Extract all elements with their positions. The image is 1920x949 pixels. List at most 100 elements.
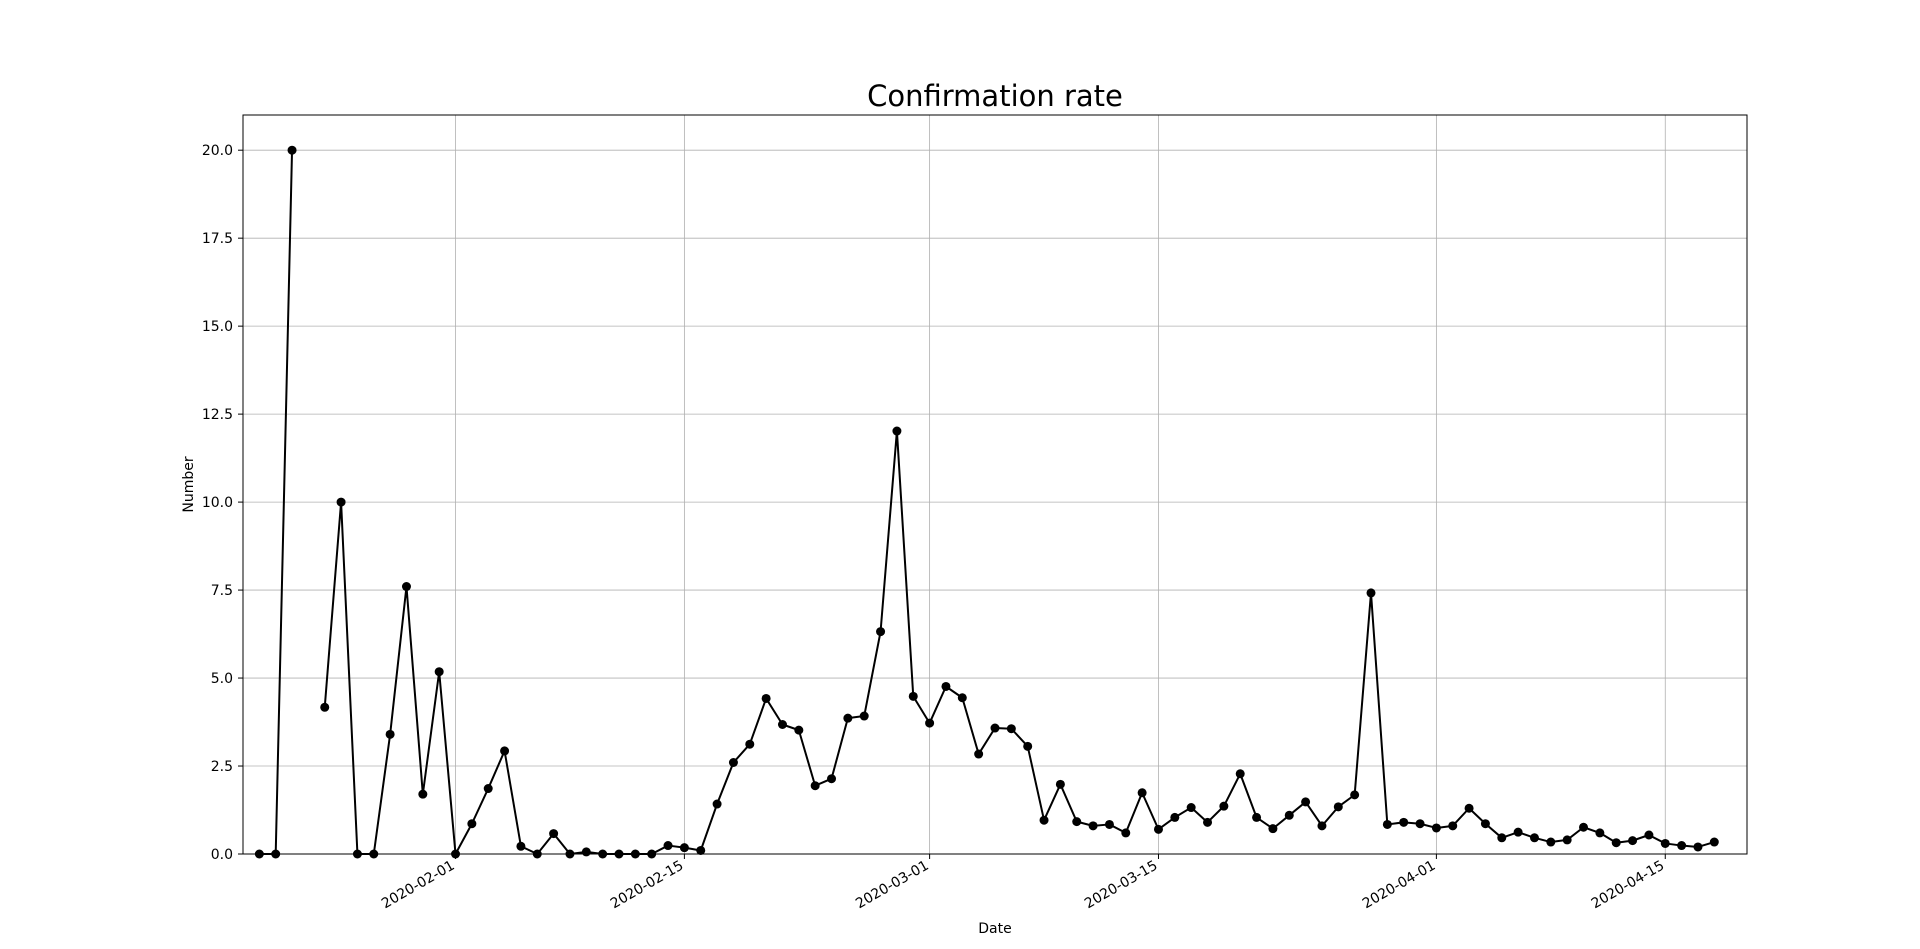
data-point (745, 739, 755, 749)
data-point (859, 711, 869, 721)
data-point (1513, 827, 1523, 837)
data-point (1497, 833, 1507, 843)
y-tick-label: 17.5 (202, 231, 233, 247)
data-point (876, 627, 886, 637)
data-point (1382, 819, 1392, 829)
data-point (1268, 824, 1278, 834)
data-point (1121, 828, 1131, 838)
data-point (1350, 790, 1360, 800)
y-tick-label: 2.5 (211, 759, 233, 775)
data-point (1023, 741, 1033, 751)
data-point (1628, 836, 1638, 846)
y-tick-label: 7.5 (211, 583, 233, 599)
data-point (500, 746, 510, 756)
plot-frame (242, 114, 1748, 855)
data-point (385, 729, 395, 739)
data-point (1644, 830, 1654, 840)
data-point (1448, 821, 1458, 831)
data-point (974, 749, 984, 759)
data-point (990, 723, 1000, 733)
data-point (401, 582, 411, 592)
data-point (1137, 788, 1147, 798)
data-point (1709, 837, 1719, 847)
data-point (1464, 803, 1474, 813)
series-line (254, 145, 1719, 859)
x-tick-label: 2020-03-15 (1082, 858, 1160, 913)
data-point (957, 693, 967, 703)
data-point (827, 774, 837, 784)
x-tick-label: 2020-02-15 (608, 858, 686, 913)
data-point (1693, 842, 1703, 852)
x-tick-label: 2020-04-15 (1589, 858, 1667, 913)
data-point (1399, 817, 1409, 827)
data-point (1252, 812, 1262, 822)
data-point (467, 819, 477, 829)
x-axis-label: Date (978, 921, 1011, 937)
data-point (1317, 821, 1327, 831)
data-point (434, 667, 444, 677)
data-point (1333, 802, 1343, 812)
data-point (336, 497, 346, 507)
data-point (1301, 797, 1311, 807)
y-tick-label: 10.0 (202, 495, 233, 511)
data-point (483, 784, 493, 794)
data-point (1284, 810, 1294, 820)
x-tick-label: 2020-04-01 (1360, 858, 1438, 913)
x-tick-label: 2020-03-01 (853, 858, 931, 913)
grid (243, 115, 1747, 855)
y-tick-label: 5.0 (211, 671, 233, 687)
data-point (696, 845, 706, 855)
data-point (728, 758, 738, 768)
data-point (761, 693, 771, 703)
data-point (892, 426, 902, 436)
y-axis-label: Number (181, 456, 197, 512)
data-point (1072, 817, 1082, 827)
y-tick-label: 12.5 (202, 407, 233, 423)
data-point (1480, 819, 1490, 829)
data-point (1153, 824, 1163, 834)
data-point (794, 725, 804, 735)
data-point (663, 841, 673, 851)
data-point (925, 718, 935, 728)
data-point (1104, 819, 1114, 829)
data-point (1595, 828, 1605, 838)
data-point (1235, 769, 1245, 779)
data-point (1660, 838, 1670, 848)
data-point (1203, 817, 1213, 827)
data-point (908, 691, 918, 701)
data-point (1366, 588, 1376, 598)
data-point (777, 719, 787, 729)
data-point (1431, 823, 1441, 833)
data-point (1055, 779, 1065, 789)
data-point (581, 847, 591, 857)
data-point (1611, 838, 1621, 848)
data-point (1186, 803, 1196, 813)
series-line-segment (323, 430, 1715, 855)
data-point (679, 843, 689, 853)
data-point (287, 145, 297, 155)
y-tick-label: 15.0 (202, 319, 233, 335)
chart-title: Confirmation rate (867, 79, 1123, 113)
data-point (810, 781, 820, 791)
x-tick-label: 2020-02-01 (379, 858, 457, 913)
data-point (1088, 821, 1098, 831)
y-tick-label: 0.0 (211, 847, 233, 863)
data-point (549, 829, 559, 839)
data-point (843, 713, 853, 723)
data-point (712, 799, 722, 809)
data-point (1562, 835, 1572, 845)
data-point (1529, 833, 1539, 843)
y-tick-label: 20.0 (202, 143, 233, 159)
data-point (1579, 822, 1589, 832)
data-point (941, 681, 951, 691)
data-point (1677, 841, 1687, 851)
data-point (516, 841, 526, 851)
data-point (1006, 724, 1016, 734)
data-point (1219, 801, 1229, 811)
data-point (1170, 812, 1180, 822)
data-point (1039, 815, 1049, 825)
data-point (418, 789, 428, 799)
data-point (320, 702, 330, 712)
data-point (1546, 837, 1556, 847)
